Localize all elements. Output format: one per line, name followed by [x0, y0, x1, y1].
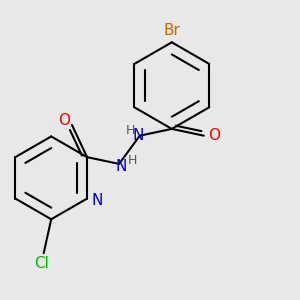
- Text: N: N: [91, 193, 103, 208]
- Text: Br: Br: [164, 23, 180, 38]
- Text: N: N: [132, 128, 143, 143]
- Text: O: O: [58, 113, 70, 128]
- Text: H: H: [126, 124, 136, 137]
- Text: Cl: Cl: [34, 256, 49, 271]
- Text: O: O: [208, 128, 220, 143]
- Text: H: H: [127, 154, 137, 167]
- Text: N: N: [116, 159, 127, 174]
